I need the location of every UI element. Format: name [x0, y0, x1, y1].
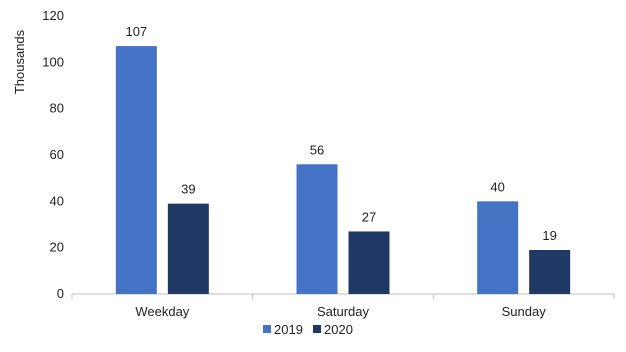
y-tick-labels: 0 20 40 60 80 100 120: [42, 8, 64, 301]
y-axis-title-group: Thousands: [12, 29, 27, 94]
bar-value-label: 56: [310, 142, 324, 157]
bar-value-label: 40: [490, 179, 504, 194]
bar-2020-sunday: [529, 249, 571, 294]
bar-value-label: 19: [542, 228, 556, 243]
x-tick-labels: Weekday Saturday Sunday: [135, 304, 546, 319]
x-tick-label: Sunday: [502, 304, 547, 319]
y-tick-label: 100: [42, 54, 64, 69]
bar-value-label: 39: [181, 182, 195, 197]
legend: 2019 2020: [263, 322, 353, 337]
y-axis-title: Thousands: [12, 29, 27, 94]
y-tick-label: 60: [50, 147, 64, 162]
x-tick-label: Saturday: [317, 304, 370, 319]
y-tick-label: 120: [42, 8, 64, 23]
bar-value-label: 107: [125, 24, 147, 39]
y-tick-label: 40: [50, 193, 64, 208]
bar-value-label: 27: [362, 209, 376, 224]
bar-2019-weekday: [115, 46, 157, 294]
bar-2019-sunday: [477, 201, 519, 294]
axes: [71, 293, 615, 299]
legend-label: 2020: [324, 322, 353, 337]
bar-2020-saturday: [348, 231, 390, 294]
y-tick-label: 20: [50, 240, 64, 255]
bar-2020-weekday: [167, 203, 209, 294]
legend-swatch: [263, 325, 271, 333]
legend-swatch: [313, 325, 321, 333]
x-tick-label: Weekday: [135, 304, 189, 319]
bar-marks: [115, 46, 571, 294]
legend-label: 2019: [274, 322, 303, 337]
bar-2019-saturday: [296, 164, 338, 294]
bar-data-labels: 107 39 56 27 40 19: [125, 24, 556, 243]
y-tick-label: 80: [50, 101, 64, 116]
y-tick-label: 0: [57, 286, 64, 301]
